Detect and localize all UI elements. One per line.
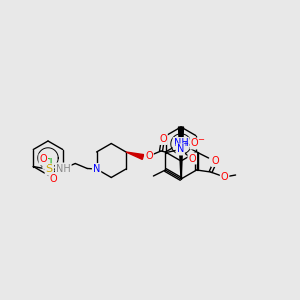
Text: O: O bbox=[188, 154, 196, 164]
Text: O: O bbox=[145, 151, 153, 161]
Text: S: S bbox=[46, 164, 53, 175]
Text: Cl: Cl bbox=[43, 158, 53, 168]
Text: O: O bbox=[221, 172, 228, 182]
Text: N: N bbox=[177, 145, 184, 154]
Polygon shape bbox=[126, 152, 144, 159]
Text: O: O bbox=[40, 154, 47, 164]
Text: NH: NH bbox=[174, 138, 188, 148]
Text: O: O bbox=[190, 139, 198, 148]
Text: N: N bbox=[93, 164, 100, 174]
Text: O: O bbox=[212, 156, 219, 166]
Text: O: O bbox=[159, 134, 167, 144]
Text: −: − bbox=[197, 135, 204, 144]
Text: NH: NH bbox=[56, 164, 71, 173]
Polygon shape bbox=[178, 127, 184, 179]
Text: +: + bbox=[182, 142, 188, 148]
Text: O: O bbox=[50, 173, 57, 184]
